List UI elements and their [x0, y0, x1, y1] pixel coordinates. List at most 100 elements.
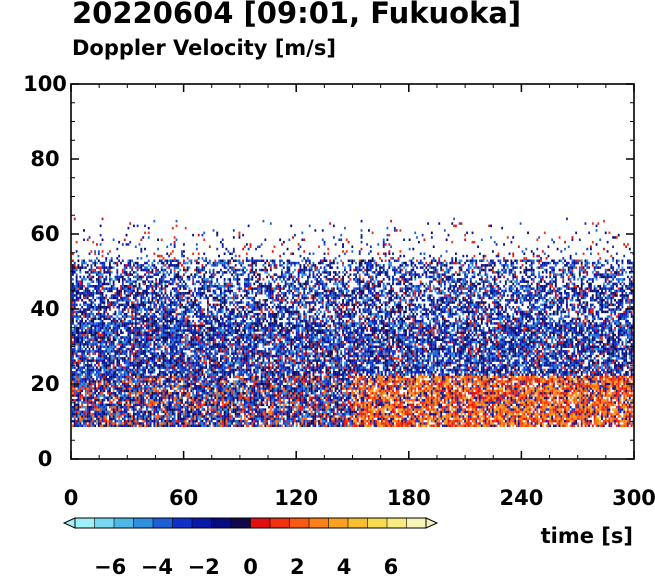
velocity-cell [134, 396, 137, 400]
velocity-cell [73, 422, 76, 425]
velocity-cell [164, 410, 167, 414]
velocity-cell [103, 375, 106, 379]
velocity-cell [175, 382, 178, 386]
velocity-cell [149, 392, 152, 395]
velocity-cell [236, 347, 239, 351]
velocity-cell [195, 368, 198, 372]
velocity-cell [114, 385, 117, 388]
velocity-cell [140, 380, 143, 383]
velocity-cell [97, 398, 100, 402]
velocity-cell [81, 338, 84, 341]
velocity-cell [179, 326, 182, 330]
velocity-cell [136, 310, 139, 314]
velocity-cell [155, 292, 158, 295]
velocity-cell [238, 357, 241, 360]
velocity-cell [183, 268, 185, 272]
velocity-cell [168, 259, 171, 262]
velocity-cell [149, 322, 152, 325]
velocity-cell [109, 282, 111, 286]
velocity-cell [147, 419, 150, 423]
velocity-cell [225, 315, 228, 318]
velocity-cell [133, 405, 135, 409]
velocity-cell [79, 378, 82, 381]
velocity-cell [158, 403, 161, 407]
velocity-cell [134, 419, 137, 423]
velocity-cell [210, 373, 213, 376]
velocity-cell [153, 312, 156, 316]
velocity-cell [142, 350, 145, 353]
velocity-cell [147, 389, 150, 393]
velocity-cell [162, 375, 165, 379]
velocity-cell [195, 364, 198, 367]
velocity-cell [116, 412, 119, 416]
velocity-cell [107, 266, 109, 269]
velocity-cell [162, 331, 165, 334]
velocity-cell [131, 382, 134, 386]
velocity-cell [221, 273, 224, 276]
velocity-cell [157, 408, 159, 411]
velocity-cell [147, 361, 150, 365]
velocity-cell [223, 392, 226, 395]
velocity-cell [162, 394, 165, 397]
velocity-cell [107, 410, 109, 414]
velocity-cell [116, 380, 119, 383]
velocity-cell [103, 308, 106, 311]
velocity-cell [147, 275, 150, 279]
velocity-cell [86, 329, 89, 332]
velocity-cell [181, 319, 183, 323]
velocity-cell [84, 396, 87, 400]
velocity-cell [123, 306, 126, 309]
velocity-cell [177, 371, 180, 374]
velocity-cell [97, 354, 100, 358]
velocity-cell [157, 398, 159, 402]
velocity-cell [214, 375, 217, 379]
velocity-cell [101, 301, 104, 304]
velocity-cell [201, 340, 204, 344]
velocity-cell [225, 392, 228, 395]
velocity-cell [116, 415, 119, 418]
velocity-cell [118, 415, 121, 418]
velocity-cell [121, 396, 124, 400]
velocity-cell [183, 371, 185, 374]
velocity-cell [201, 324, 204, 327]
velocity-cell [116, 268, 119, 272]
velocity-cell [238, 338, 241, 341]
velocity-cell [109, 322, 111, 325]
velocity-cell [212, 405, 215, 409]
velocity-cell [192, 361, 195, 365]
velocity-cell [90, 250, 93, 253]
velocity-cell [181, 405, 183, 409]
velocity-cell [112, 422, 115, 425]
velocity-cell [120, 303, 122, 307]
velocity-cell [127, 373, 130, 376]
velocity-cell [220, 412, 222, 416]
velocity-cell [208, 245, 211, 248]
velocity-cell [92, 306, 95, 309]
velocity-cell [234, 361, 237, 365]
velocity-cell [121, 299, 124, 302]
velocity-cell [149, 317, 152, 321]
velocity-cell [79, 368, 82, 372]
velocity-cell [101, 354, 104, 358]
velocity-cell [121, 357, 124, 360]
velocity-cell [118, 333, 121, 337]
velocity-cell [210, 322, 213, 325]
velocity-cell [72, 322, 74, 325]
velocity-cell [207, 392, 209, 395]
velocity-cell [168, 394, 171, 397]
velocity-cell [79, 371, 82, 374]
velocity-cell [144, 347, 146, 351]
velocity-cell [229, 361, 232, 365]
velocity-cell [138, 408, 141, 411]
velocity-cell [107, 282, 109, 286]
velocity-cell [144, 387, 146, 390]
velocity-cell [121, 331, 124, 334]
velocity-cell [149, 380, 152, 383]
velocity-cell [99, 271, 102, 274]
velocity-cell [114, 368, 117, 372]
velocity-cell [210, 280, 213, 283]
velocity-cell [79, 417, 82, 421]
velocity-cell [120, 419, 122, 423]
velocity-cell [92, 403, 95, 407]
velocity-cell [177, 338, 180, 341]
